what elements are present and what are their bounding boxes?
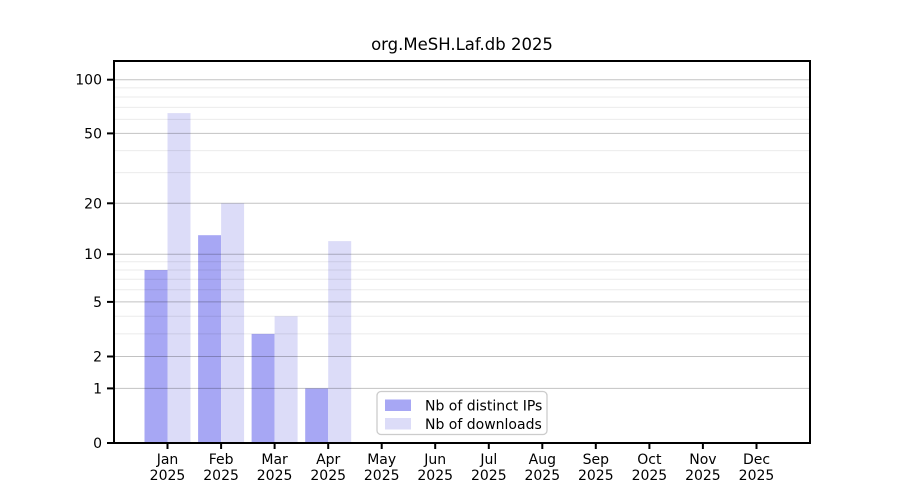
x-tick-label-feb: Feb <box>209 452 234 468</box>
x-tick-year-oct: 2025 <box>632 468 668 484</box>
y-tick-label-2: 2 <box>93 350 102 366</box>
x-tick-label-aug: Aug <box>529 452 556 468</box>
x-tick-label-mar: Mar <box>261 452 288 468</box>
legend-box <box>376 390 548 436</box>
legend-swatch-distinct-ips <box>385 399 411 411</box>
y-tick-label-5: 5 <box>93 295 102 311</box>
x-tick-year-feb: 2025 <box>203 468 239 484</box>
y-tick-label-0: 0 <box>93 436 102 452</box>
bar-jan-nb-of-distinct-ips <box>144 270 168 443</box>
y-tick-label-20: 20 <box>84 196 102 212</box>
bar-feb-nb-of-distinct-ips <box>198 235 222 443</box>
x-tick-label-jan: Jan <box>156 452 179 468</box>
x-tick-label-oct: Oct <box>637 452 662 468</box>
x-tick-label-apr: Apr <box>316 452 340 468</box>
y-tick-label-100: 100 <box>75 73 102 89</box>
x-tick-year-dec: 2025 <box>739 468 775 484</box>
y-tick-label-10: 10 <box>84 247 102 263</box>
chart-title: org.MeSH.Laf.db 2025 <box>371 35 553 54</box>
y-tick-label-50: 50 <box>84 126 102 142</box>
x-tick-label-dec: Dec <box>743 452 770 468</box>
x-tick-label-jun: Jun <box>423 452 446 468</box>
legend-swatch-downloads <box>385 418 411 430</box>
bar-apr-nb-of-downloads <box>328 241 352 443</box>
x-tick-year-sep: 2025 <box>578 468 614 484</box>
x-tick-year-may: 2025 <box>364 468 400 484</box>
x-tick-year-jul: 2025 <box>471 468 507 484</box>
bar-mar-nb-of-distinct-ips <box>251 333 275 443</box>
bar-jan-nb-of-downloads <box>167 113 191 443</box>
x-tick-year-nov: 2025 <box>685 468 721 484</box>
bar-feb-nb-of-downloads <box>221 203 245 443</box>
x-tick-year-aug: 2025 <box>524 468 560 484</box>
plot-border <box>113 60 811 444</box>
y-tick-label-1: 1 <box>93 381 102 397</box>
x-tick-year-jun: 2025 <box>417 468 453 484</box>
legend-label-downloads: Nb of downloads <box>425 417 542 433</box>
legend-label-distinct-ips: Nb of distinct IPs <box>425 399 542 415</box>
x-tick-label-sep: Sep <box>583 452 610 468</box>
bars-layer <box>144 113 352 443</box>
x-tick-year-apr: 2025 <box>310 468 346 484</box>
legend: Nb of distinct IPs Nb of downloads <box>376 390 548 436</box>
bar-apr-nb-of-distinct-ips <box>305 388 329 443</box>
x-tick-label-may: May <box>367 452 396 468</box>
x-tick-label-nov: Nov <box>689 452 716 468</box>
x-tick-year-jan: 2025 <box>150 468 186 484</box>
grid-layer <box>114 79 810 389</box>
bar-mar-nb-of-downloads <box>274 316 298 443</box>
x-tick-label-jul: Jul <box>479 452 497 468</box>
axis-layer: 0125102050100Jan2025Feb2025Mar2025Apr202… <box>75 73 774 484</box>
x-tick-year-mar: 2025 <box>257 468 293 484</box>
